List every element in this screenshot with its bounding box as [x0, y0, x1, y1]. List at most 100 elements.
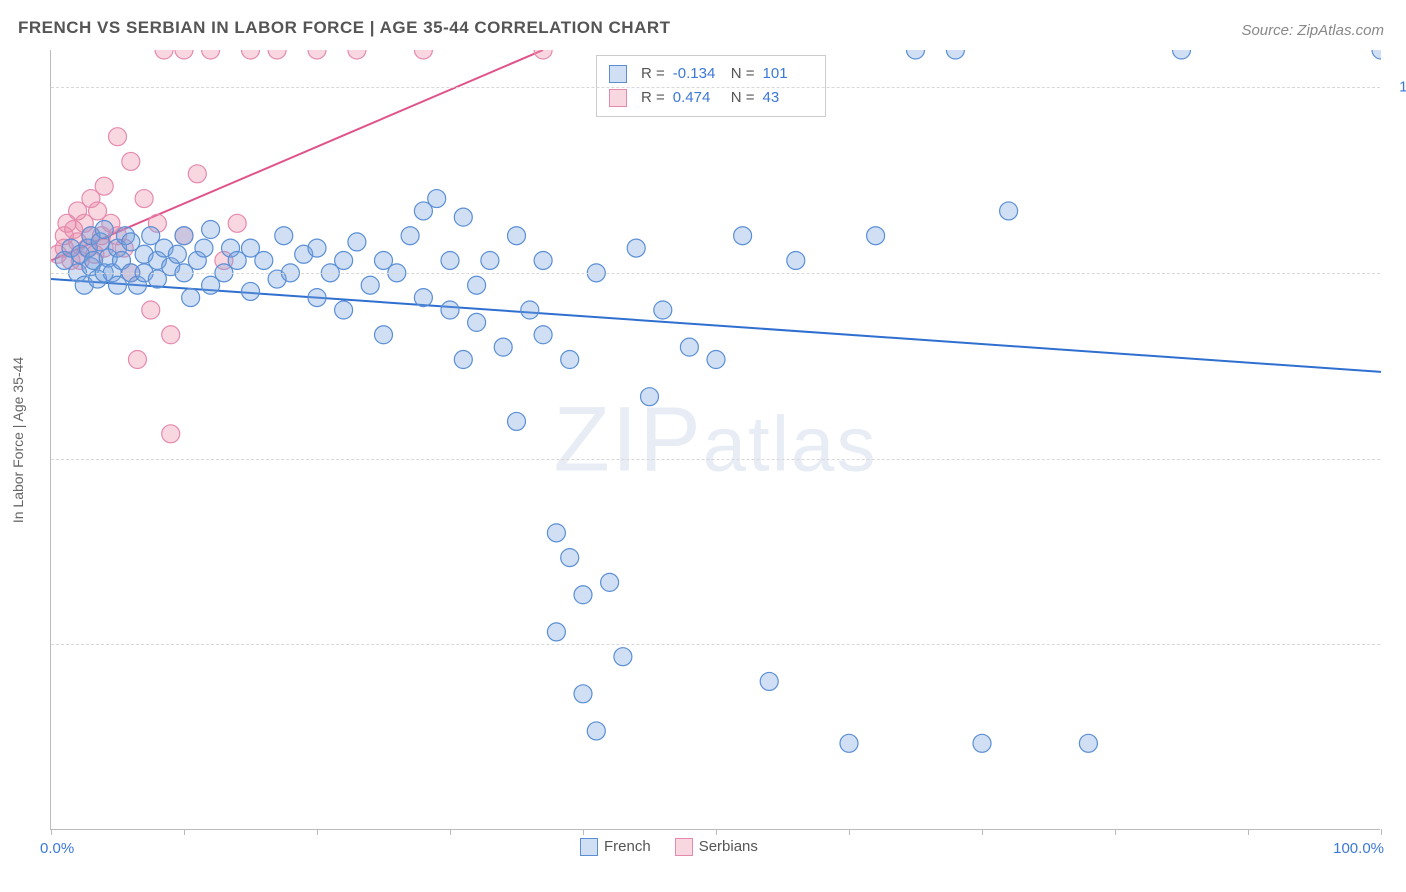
- data-point: [162, 425, 180, 443]
- y-tick-label: 70.0%: [1390, 450, 1406, 467]
- data-point: [135, 190, 153, 208]
- data-point: [760, 672, 778, 690]
- data-point: [175, 227, 193, 245]
- data-point: [534, 251, 552, 269]
- data-point: [534, 50, 552, 59]
- data-point: [587, 722, 605, 740]
- data-point: [414, 50, 432, 59]
- data-point: [242, 282, 260, 300]
- x-tick: [1115, 829, 1116, 835]
- data-point: [308, 50, 326, 59]
- data-point: [175, 50, 193, 59]
- x-tick: [1381, 829, 1382, 835]
- source-label: Source: ZipAtlas.com: [1241, 22, 1384, 39]
- data-point: [840, 734, 858, 752]
- data-point: [907, 50, 925, 59]
- data-point: [1000, 202, 1018, 220]
- data-point: [168, 245, 186, 263]
- data-point: [946, 50, 964, 59]
- data-point: [561, 549, 579, 567]
- y-axis-title: In Labor Force | Age 35-44: [10, 357, 26, 523]
- y-tick-label: 100.0%: [1390, 79, 1406, 96]
- legend-label: French: [604, 838, 651, 855]
- data-point: [574, 685, 592, 703]
- data-point: [255, 251, 273, 269]
- data-point: [182, 289, 200, 307]
- y-tick-label: 55.0%: [1390, 636, 1406, 653]
- data-point: [428, 190, 446, 208]
- stats-box: R =-0.134N =101R =0.474N =43: [596, 55, 826, 117]
- data-point: [348, 233, 366, 251]
- data-point: [973, 734, 991, 752]
- x-tick: [716, 829, 717, 835]
- data-point: [547, 623, 565, 641]
- data-point: [128, 351, 146, 369]
- data-point: [401, 227, 419, 245]
- data-point: [534, 326, 552, 344]
- stats-n-value: 43: [763, 86, 813, 110]
- data-point: [867, 227, 885, 245]
- data-point: [494, 338, 512, 356]
- stats-swatch: [609, 89, 627, 107]
- data-point: [614, 648, 632, 666]
- data-point: [734, 227, 752, 245]
- gridline: [51, 644, 1380, 645]
- stats-n-value: 101: [763, 62, 813, 86]
- data-point: [481, 251, 499, 269]
- data-point: [228, 214, 246, 232]
- data-point: [202, 221, 220, 239]
- data-point: [109, 128, 127, 146]
- data-point: [441, 301, 459, 319]
- stats-r-label: R =: [641, 62, 665, 86]
- legend-label: Serbians: [699, 838, 758, 855]
- legend-swatch: [675, 838, 693, 856]
- data-point: [454, 351, 472, 369]
- data-point: [142, 301, 160, 319]
- data-point: [348, 50, 366, 59]
- x-tick: [849, 829, 850, 835]
- data-point: [787, 251, 805, 269]
- legend: French Serbians: [580, 838, 758, 856]
- data-point: [95, 221, 113, 239]
- data-point: [275, 227, 293, 245]
- x-axis-label-min: 0.0%: [40, 840, 74, 857]
- stats-r-value: -0.134: [673, 62, 723, 86]
- data-point: [641, 388, 659, 406]
- data-point: [375, 326, 393, 344]
- data-point: [454, 208, 472, 226]
- x-tick: [982, 829, 983, 835]
- legend-swatch: [580, 838, 598, 856]
- data-point: [162, 326, 180, 344]
- data-point: [202, 50, 220, 59]
- chart-title: FRENCH VS SERBIAN IN LABOR FORCE | AGE 3…: [18, 18, 671, 38]
- x-axis-label-max: 100.0%: [1333, 840, 1384, 857]
- data-point: [1173, 50, 1191, 59]
- data-point: [361, 276, 379, 294]
- data-point: [508, 227, 526, 245]
- data-point: [574, 586, 592, 604]
- stats-r-value: 0.474: [673, 86, 723, 110]
- gridline: [51, 273, 1380, 274]
- legend-item: Serbians: [675, 838, 758, 856]
- x-tick: [51, 829, 52, 835]
- data-point: [441, 251, 459, 269]
- y-tick-label: 85.0%: [1390, 264, 1406, 281]
- data-point: [468, 276, 486, 294]
- stats-n-label: N =: [731, 62, 755, 86]
- data-point: [508, 412, 526, 430]
- data-point: [188, 165, 206, 183]
- data-point: [601, 573, 619, 591]
- x-tick: [583, 829, 584, 835]
- plot-area: ZIPatlas R =-0.134N =101R =0.474N =43 55…: [50, 50, 1380, 830]
- data-point: [268, 50, 286, 59]
- scatter-svg: [51, 50, 1381, 830]
- data-point: [242, 50, 260, 59]
- data-point: [335, 301, 353, 319]
- data-point: [468, 313, 486, 331]
- x-tick: [1248, 829, 1249, 835]
- data-point: [308, 289, 326, 307]
- data-point: [654, 301, 672, 319]
- data-point: [414, 289, 432, 307]
- data-point: [561, 351, 579, 369]
- gridline: [51, 87, 1380, 88]
